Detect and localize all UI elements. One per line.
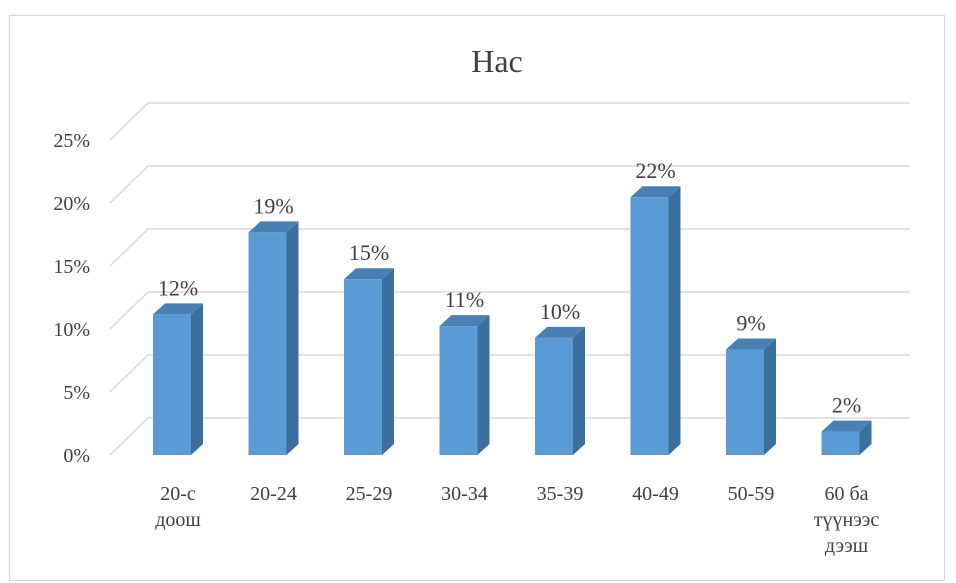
bar-front: [344, 279, 382, 455]
x-category-label: 30-34: [441, 483, 488, 505]
gridline: [109, 291, 910, 330]
bar-top: [726, 338, 776, 350]
x-category-label: 50-59: [728, 483, 775, 505]
bar-top: [153, 303, 203, 315]
bar-front: [726, 349, 764, 455]
bar-front: [630, 197, 669, 456]
bar: [439, 315, 490, 455]
bar-front: [153, 314, 191, 455]
y-tick-label: 0%: [63, 445, 90, 467]
bar-top: [248, 221, 299, 233]
bar-front: [821, 431, 860, 455]
x-category-label: 25-29: [346, 483, 393, 505]
bar-top: [439, 315, 490, 327]
bar-top: [535, 326, 585, 338]
data-label: 22%: [635, 158, 675, 183]
gridline: [109, 228, 910, 267]
data-label: 9%: [736, 311, 765, 336]
data-label: 2%: [832, 393, 861, 418]
data-label: 11%: [445, 287, 485, 312]
gridlines: [109, 102, 910, 456]
bar-side: [764, 338, 776, 455]
bar: [153, 303, 203, 455]
y-tick-label: 20%: [53, 193, 90, 215]
bar: [726, 338, 776, 455]
bar: [248, 221, 299, 455]
bar-side: [573, 326, 585, 455]
data-label: 12%: [158, 275, 198, 300]
y-tick-label: 5%: [63, 382, 90, 404]
bar-top: [344, 268, 394, 280]
x-category-label: 40-49: [632, 483, 679, 505]
y-tick-label: 15%: [53, 256, 90, 278]
data-label: 15%: [349, 240, 389, 265]
x-category-label: 35-39: [537, 483, 584, 505]
bar-front: [439, 326, 478, 455]
bars: [153, 186, 872, 456]
bar-front: [535, 337, 573, 455]
data-label: 19%: [253, 193, 293, 218]
bar-side: [382, 268, 394, 455]
y-tick-label: 25%: [53, 130, 90, 152]
x-axis-categories: 20-с доош 20-24 25-29 30-34 35-39 40-49 50-59 60…: [155, 483, 879, 557]
bar-top: [630, 186, 681, 198]
bar-side: [668, 186, 681, 456]
bar-side: [286, 221, 299, 455]
bar-top: [821, 420, 872, 432]
bar-side: [477, 315, 490, 455]
bar: [344, 268, 394, 455]
bar-front: [248, 232, 287, 455]
x-category-label: 60 ба түүнээс дээш: [814, 483, 880, 557]
data-label: 10%: [540, 299, 580, 324]
bar-side: [859, 420, 872, 455]
chart-frame: [9, 15, 945, 581]
x-category-label: 20-24: [250, 483, 297, 505]
gridline: [109, 417, 910, 456]
bar: [821, 420, 872, 455]
chart-title: Нас: [471, 43, 523, 79]
y-tick-label: 10%: [53, 319, 90, 341]
gridline: [109, 165, 910, 204]
bar: [535, 326, 585, 455]
gridline: [109, 354, 910, 393]
y-axis-ticks: 0% 5% 10% 15% 20% 25%: [53, 130, 90, 467]
gridline: [109, 102, 910, 141]
bar-side: [191, 303, 203, 455]
x-category-label: 20-с доош: [155, 483, 201, 531]
bar: [630, 186, 681, 456]
data-labels: 12% 19% 15% 11% 10% 22% 9% 2%: [158, 158, 861, 417]
